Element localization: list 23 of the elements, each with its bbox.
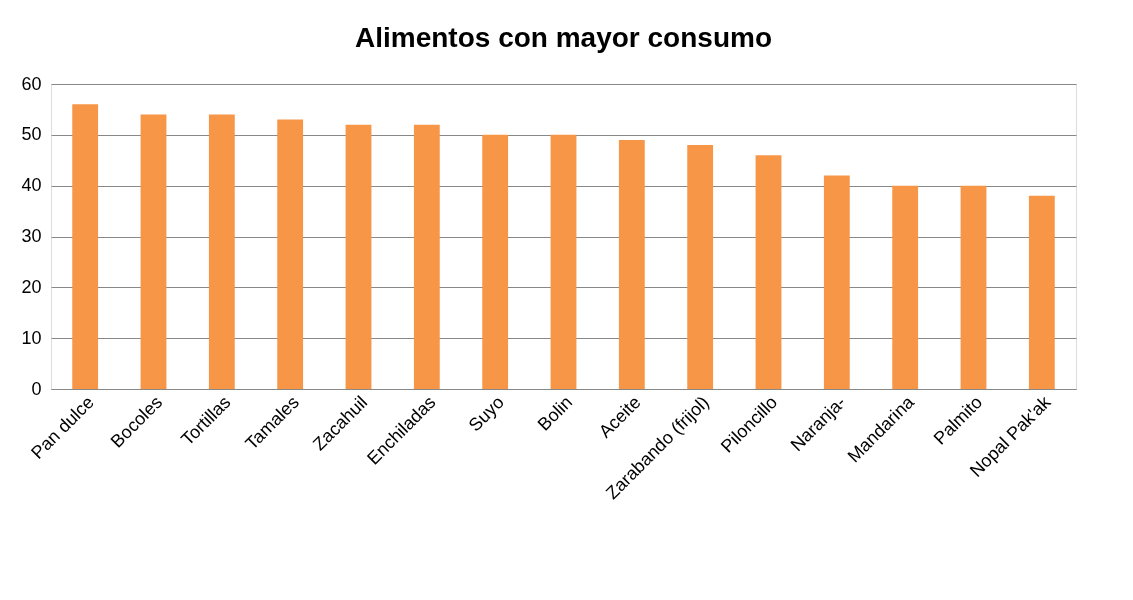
y-tick-label: 60	[21, 73, 42, 94]
y-tick-label: 20	[21, 276, 42, 297]
bar	[277, 119, 304, 389]
y-tick-label: 30	[21, 226, 42, 246]
bar	[140, 114, 167, 389]
bar	[413, 124, 440, 389]
y-tick-label: 50	[21, 124, 42, 145]
bar	[345, 124, 372, 389]
bar	[755, 155, 782, 389]
bar	[482, 134, 509, 389]
bar	[618, 139, 645, 389]
bar	[687, 145, 714, 389]
bar	[960, 185, 987, 389]
bar	[208, 114, 235, 389]
chart-title: Alimentos con mayor consumo	[355, 22, 772, 53]
y-tick-label: 10	[21, 327, 42, 348]
bar	[1028, 195, 1055, 389]
bar	[823, 175, 850, 389]
bar	[72, 104, 99, 389]
bar	[550, 134, 577, 389]
y-tick-label: 0	[31, 378, 42, 399]
y-tick-label: 40	[21, 175, 42, 196]
bar	[892, 185, 919, 389]
